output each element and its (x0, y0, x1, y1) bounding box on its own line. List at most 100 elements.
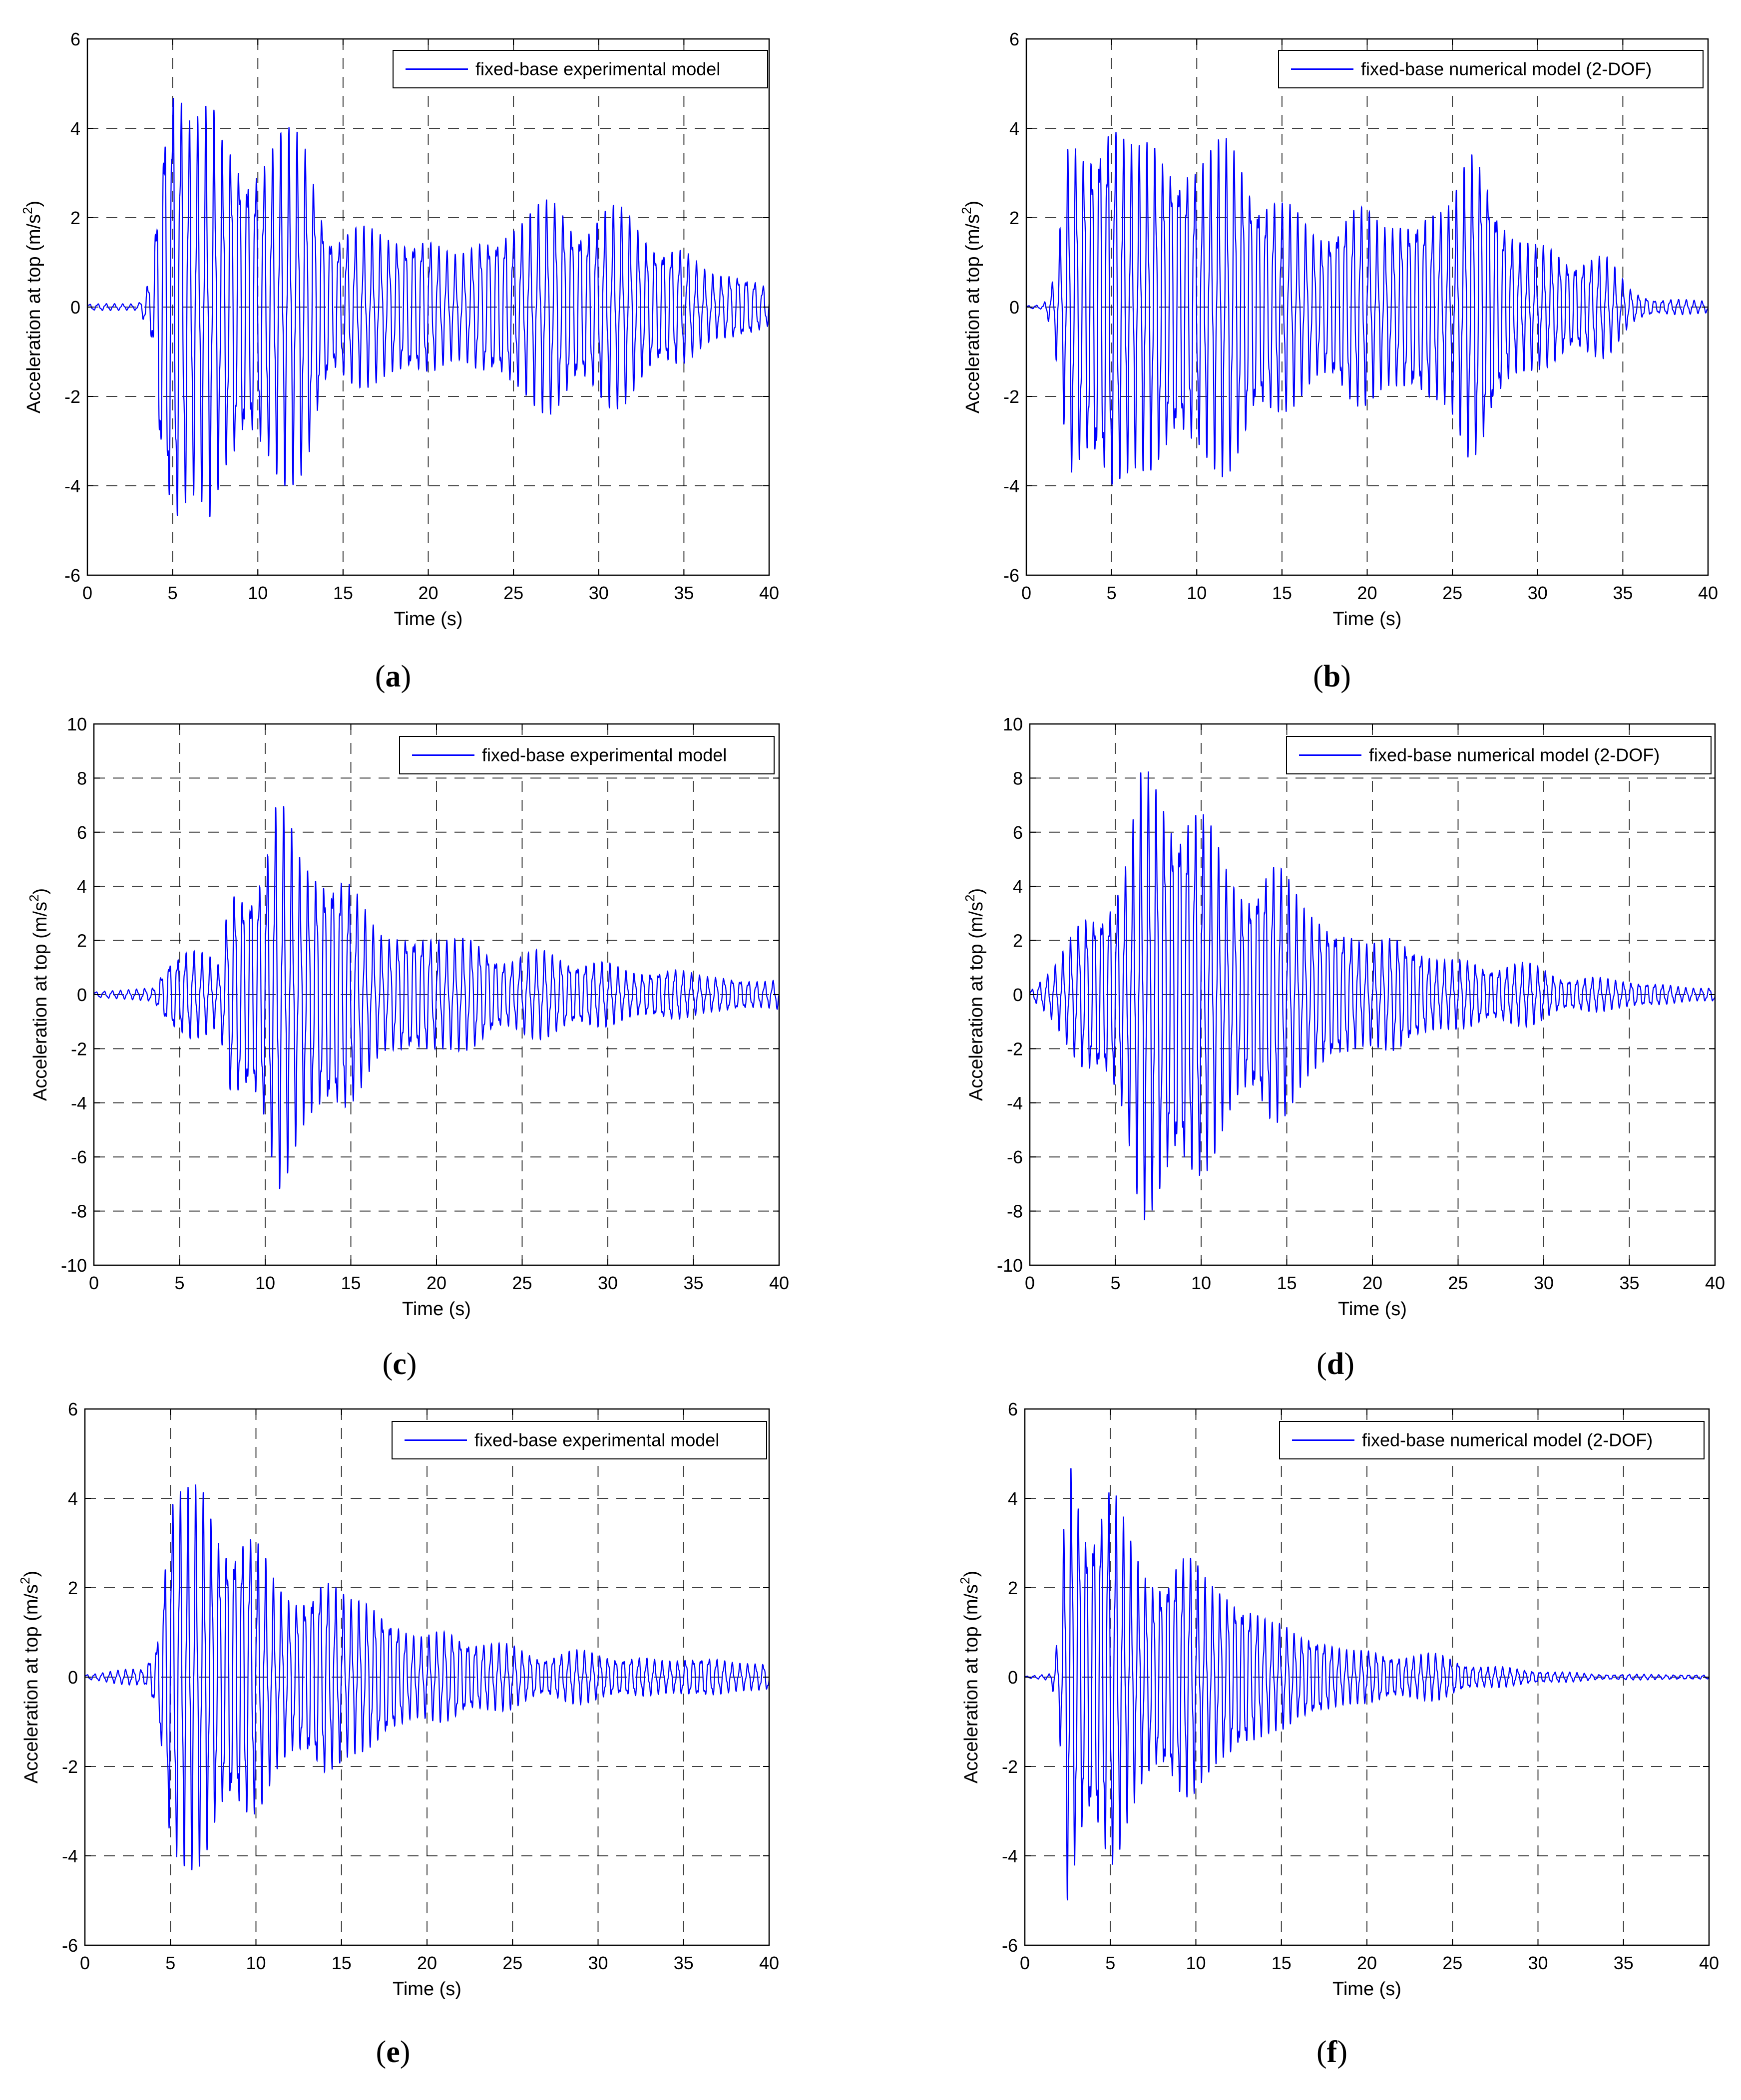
x-tick-label: 35 (674, 1953, 694, 1973)
x-tick-label: 35 (1614, 1953, 1634, 1973)
chart-panel-c: 0 5 10 15 20 25 30 35 40 -10 -8 -6 -4 -2 0 2 4 6 8 10 Time (… (26, 714, 789, 1381)
y-tick-label: -6 (64, 565, 80, 586)
x-tick-label: 30 (1528, 583, 1548, 603)
y-tick-label: 6 (1013, 822, 1023, 843)
x-tick-label: 35 (1613, 583, 1633, 603)
x-tick-label: 10 (1187, 583, 1207, 603)
y-tick-label: -4 (1003, 476, 1019, 496)
panel-caption: (d) (1316, 1347, 1354, 1381)
y-tick-label: -4 (62, 1846, 78, 1866)
x-tick-label: 30 (588, 1953, 608, 1973)
legend: fixed-base numerical model (2-DOF) (1278, 50, 1704, 88)
legend-label: fixed-base numerical model (2-DOF) (1362, 1430, 1653, 1450)
y-tick-label: -6 (62, 1935, 78, 1956)
chart-panel-f: 0 5 10 15 20 25 30 35 40 -6 -4 -2 0 2 4 6 Time (s) Accele… (957, 1399, 1719, 2069)
y-tick-label: -6 (71, 1147, 87, 1167)
y-axis-label-close: ) (30, 888, 51, 895)
legend: fixed-base numerical model (2-DOF) (1286, 736, 1712, 774)
caption-open: ( (383, 1347, 393, 1381)
x-tick-label: 10 (248, 583, 268, 603)
legend-box (392, 1421, 767, 1459)
x-tick-label: 35 (1619, 1273, 1639, 1293)
y-tick-label: 8 (1013, 768, 1023, 788)
y-tick-label: -6 (1003, 565, 1019, 586)
y-tick-label: 4 (1008, 1488, 1018, 1509)
y-tick-label: 0 (77, 985, 87, 1005)
chart-panel-b: 0 5 10 15 20 25 30 35 40 -6 -4 -2 0 2 4 6 Time (s) Accele… (959, 29, 1718, 694)
y-tick-label: 2 (70, 208, 80, 228)
y-axis-label-superscript: 2 (17, 1577, 32, 1584)
x-tick-label: 5 (165, 1953, 175, 1973)
x-tick-label: 35 (683, 1273, 703, 1293)
y-tick-label: 0 (1008, 1667, 1018, 1688)
caption-open: ( (1313, 660, 1323, 694)
y-axis-label-close: ) (961, 1571, 982, 1577)
y-axis-label: Acceleration at top (m/s2) (26, 888, 51, 1101)
x-axis-label: Time (s) (1332, 1979, 1401, 2000)
y-tick-label: 0 (70, 297, 80, 318)
y-axis-label: Acceleration at top (m/s2) (959, 201, 983, 413)
y-tick-label: -6 (1007, 1147, 1023, 1167)
x-tick-label: 20 (417, 1953, 437, 1973)
y-tick-label: -10 (997, 1255, 1023, 1276)
x-tick-label: 40 (1698, 583, 1718, 603)
y-tick-label: 4 (1013, 876, 1023, 897)
caption-open: ( (1316, 1347, 1327, 1381)
y-axis-label-superscript: 2 (20, 207, 35, 214)
panel-caption: (f) (1316, 2035, 1347, 2069)
y-tick-label: 6 (68, 1399, 78, 1419)
y-axis-label-close: ) (966, 888, 987, 895)
x-tick-label: 0 (82, 583, 92, 603)
panel-caption: (e) (376, 2035, 411, 2069)
caption-letter: c (393, 1347, 407, 1381)
x-tick-label: 40 (769, 1273, 789, 1293)
legend: fixed-base numerical model (2-DOF) (1279, 1421, 1705, 1459)
x-tick-label: 15 (1277, 1273, 1297, 1293)
y-tick-label: 6 (1009, 29, 1019, 49)
caption-letter: f (1327, 2035, 1338, 2069)
y-tick-label: -2 (1002, 1756, 1018, 1777)
x-tick-label: 5 (174, 1273, 184, 1293)
caption-close: ) (401, 660, 412, 694)
chart-panel-e: 0 5 10 15 20 25 30 35 40 -6 -4 -2 0 2 4 6 Time (s) Accele… (17, 1399, 779, 2069)
y-axis-label-superscript: 2 (962, 895, 977, 902)
caption-close: ) (407, 1347, 417, 1381)
y-tick-label: 0 (68, 1667, 78, 1688)
caption-close: ) (1337, 2035, 1347, 2069)
y-tick-label: 10 (67, 714, 87, 734)
x-tick-label: 20 (1362, 1273, 1382, 1293)
x-tick-label: 30 (589, 583, 609, 603)
x-tick-label: 0 (1021, 583, 1031, 603)
x-tick-label: 25 (1448, 1273, 1468, 1293)
y-tick-label: 0 (1013, 985, 1023, 1005)
x-tick-label: 5 (1107, 583, 1117, 603)
caption-open: ( (1316, 2035, 1327, 2069)
y-tick-label: 8 (77, 768, 87, 788)
x-tick-label: 30 (598, 1273, 618, 1293)
series-line (84, 1484, 770, 1870)
x-tick-label: 10 (1186, 1953, 1206, 1973)
x-tick-label: 5 (1105, 1953, 1115, 1973)
x-tick-label: 20 (418, 583, 438, 603)
legend-label: fixed-base numerical model (2-DOF) (1361, 59, 1652, 79)
y-tick-label: 6 (77, 822, 87, 843)
y-tick-label: -4 (1007, 1093, 1023, 1113)
y-axis-label: Acceleration at top (m/s2) (20, 201, 44, 413)
legend: fixed-base experimental model (392, 1421, 767, 1459)
y-tick-label: -8 (1007, 1201, 1023, 1222)
y-tick-label: -4 (71, 1093, 87, 1113)
x-tick-label: 20 (1357, 583, 1377, 603)
y-axis-label-main: Acceleration at top (m/s (961, 1584, 982, 1783)
x-tick-label: 0 (1025, 1273, 1035, 1293)
series-line (86, 98, 770, 517)
x-tick-label: 15 (1272, 583, 1292, 603)
y-axis-label: Acceleration at top (m/s2) (17, 1571, 42, 1783)
y-axis-label: Acceleration at top (m/s2) (962, 888, 987, 1101)
legend: fixed-base experimental model (393, 50, 768, 88)
y-axis-label-superscript: 2 (959, 207, 974, 214)
x-tick-label: 20 (1357, 1953, 1377, 1973)
x-axis-label: Time (s) (393, 1979, 461, 2000)
chart-panel-a: 0 5 10 15 20 25 30 35 40 -6 -4 -2 0 2 4 6 Time (s) Accele… (20, 29, 779, 694)
y-axis-label-close: ) (23, 201, 44, 207)
